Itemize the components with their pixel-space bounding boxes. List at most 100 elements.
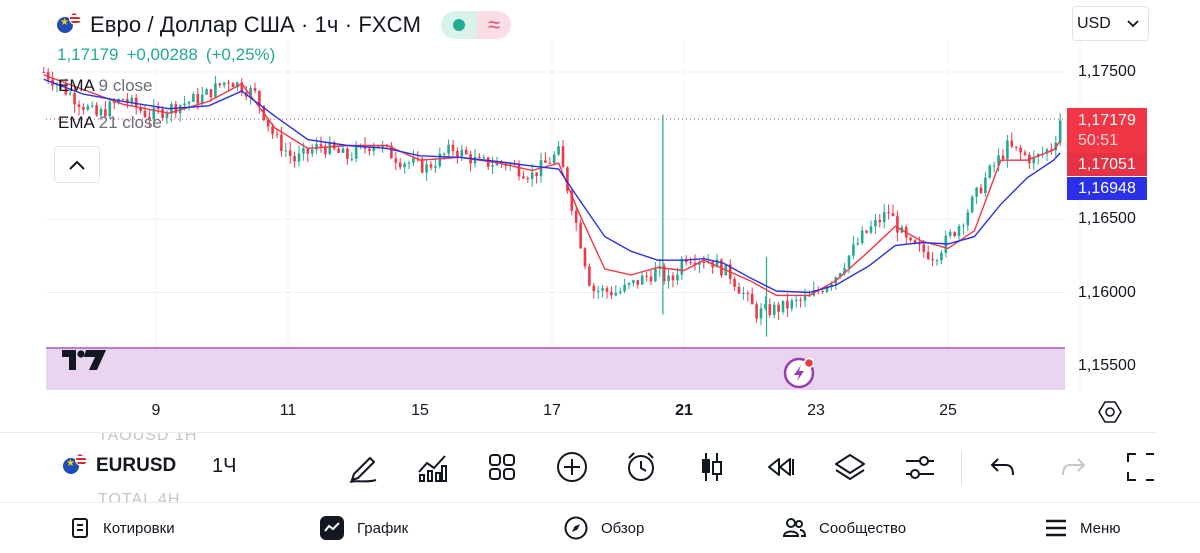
nav-item-community[interactable]: Сообщество — [782, 515, 906, 541]
indicator-name: EMA — [58, 76, 94, 95]
candle-body — [451, 144, 455, 151]
symbol-title[interactable]: Евро / Доллар США · 1ч · FXCM — [90, 12, 422, 37]
x-tick-label: 17 — [543, 402, 561, 419]
wave-icon: ≈ — [477, 11, 512, 39]
ticker-name: EURUSD — [96, 455, 177, 476]
candle-body — [746, 293, 750, 295]
candle-body — [803, 296, 807, 301]
candle-body — [636, 280, 640, 285]
candle-body — [187, 101, 191, 104]
ema21-value: 1,16948 — [1078, 179, 1136, 197]
candle-body — [434, 166, 437, 168]
candle-body — [68, 93, 72, 95]
candle-body — [583, 248, 587, 267]
lightning-icon — [783, 357, 815, 389]
nav-item-overview[interactable]: Обзор — [564, 515, 644, 541]
fullscreen-icon[interactable] — [1124, 450, 1155, 484]
price-chart[interactable] — [0, 0, 1200, 432]
currency-select[interactable]: USD — [1072, 6, 1149, 41]
candle-body — [526, 178, 530, 180]
x-tick-label: 15 — [411, 402, 429, 419]
candle-body — [535, 172, 538, 177]
candle-body — [1045, 149, 1049, 154]
last-price: 1,17179 — [57, 45, 119, 64]
candle-body — [759, 308, 763, 319]
candle-body — [121, 99, 125, 101]
nav-item-chart[interactable]: График — [320, 515, 408, 541]
candle-body — [1019, 147, 1022, 153]
candle-body — [517, 164, 521, 177]
candle-body — [412, 158, 415, 163]
candle-body — [869, 226, 873, 233]
price-change: +0,00288 — [126, 45, 198, 64]
candle-body — [280, 134, 283, 152]
candle-body — [909, 237, 912, 241]
candle-body — [258, 90, 261, 106]
templates-grid-icon[interactable] — [485, 450, 519, 484]
undo-icon[interactable] — [986, 450, 1020, 484]
candle-body — [464, 149, 468, 155]
collapse-legend-button[interactable] — [54, 146, 100, 183]
ema9-price-tag: 1,17051 — [1067, 153, 1147, 176]
add-plus-icon[interactable] — [555, 450, 589, 484]
candle-body — [865, 230, 868, 233]
candle-body — [627, 283, 631, 285]
market-status-pill[interactable]: ≈ — [441, 11, 512, 39]
nav-label: График — [357, 519, 409, 537]
candle-body — [1014, 146, 1018, 148]
candle-body — [570, 190, 574, 211]
indicator-legend-ema21[interactable]: EMA 21 close — [58, 113, 162, 133]
candles-icon[interactable] — [694, 450, 728, 484]
candle-body — [90, 105, 94, 107]
candle-body — [953, 232, 956, 236]
indicator-legend-ema9[interactable]: EMA 9 close — [58, 76, 153, 96]
replay-rewind-icon[interactable] — [764, 450, 798, 484]
alert-clock-icon[interactable] — [624, 450, 658, 484]
candle-body — [86, 106, 90, 110]
candle-body — [975, 187, 978, 197]
candle-body — [966, 212, 970, 226]
chart-grid — [46, 40, 1081, 390]
candle-body — [940, 252, 943, 261]
candle-body — [742, 293, 745, 295]
candle-body — [134, 97, 138, 108]
candle-body — [640, 275, 644, 285]
candle-body — [733, 278, 736, 287]
candle-body — [632, 280, 635, 284]
candle-body — [332, 142, 336, 149]
nav-item-menu[interactable]: Меню — [1045, 515, 1121, 541]
candle-body — [478, 156, 481, 158]
candle-body — [73, 93, 76, 105]
ema21-price-tag: 1,16948 — [1067, 177, 1147, 200]
redo-icon[interactable] — [1056, 450, 1090, 484]
ghost-symbol-below: TOTAL 4Н — [98, 491, 181, 502]
last-price-value: 1,17179 — [1078, 111, 1136, 129]
candle-body — [918, 243, 921, 245]
candle-body — [896, 216, 899, 233]
market-open-icon — [441, 11, 478, 39]
candle-body — [456, 150, 459, 157]
symbol-header[interactable]: Евро / Доллар США · 1ч · FXCM ≈ — [56, 10, 512, 40]
chart-settings-icon[interactable] — [1097, 399, 1123, 425]
nav-item-quotes[interactable]: Котировки — [70, 515, 175, 541]
settings-sliders-icon[interactable] — [903, 450, 937, 484]
candle-body — [530, 172, 534, 179]
candle-body — [878, 219, 882, 223]
candle-body — [574, 210, 578, 223]
candle-body — [654, 268, 657, 282]
candle-body — [249, 88, 252, 97]
drawing-pen-icon[interactable] — [346, 450, 380, 484]
candle-body — [42, 72, 46, 73]
indicators-icon[interactable] — [415, 450, 449, 484]
interval-selector[interactable]: 1Ч — [212, 455, 237, 477]
candle-body — [394, 158, 398, 163]
symbol-selector[interactable]: EURUSD — [62, 453, 176, 479]
candle-body — [271, 126, 274, 135]
layers-icon[interactable] — [833, 450, 867, 484]
candle-body — [214, 83, 217, 98]
candle-body — [284, 150, 288, 152]
candle-body — [1023, 152, 1027, 155]
candle-body — [623, 284, 626, 292]
candle-body — [442, 153, 446, 155]
